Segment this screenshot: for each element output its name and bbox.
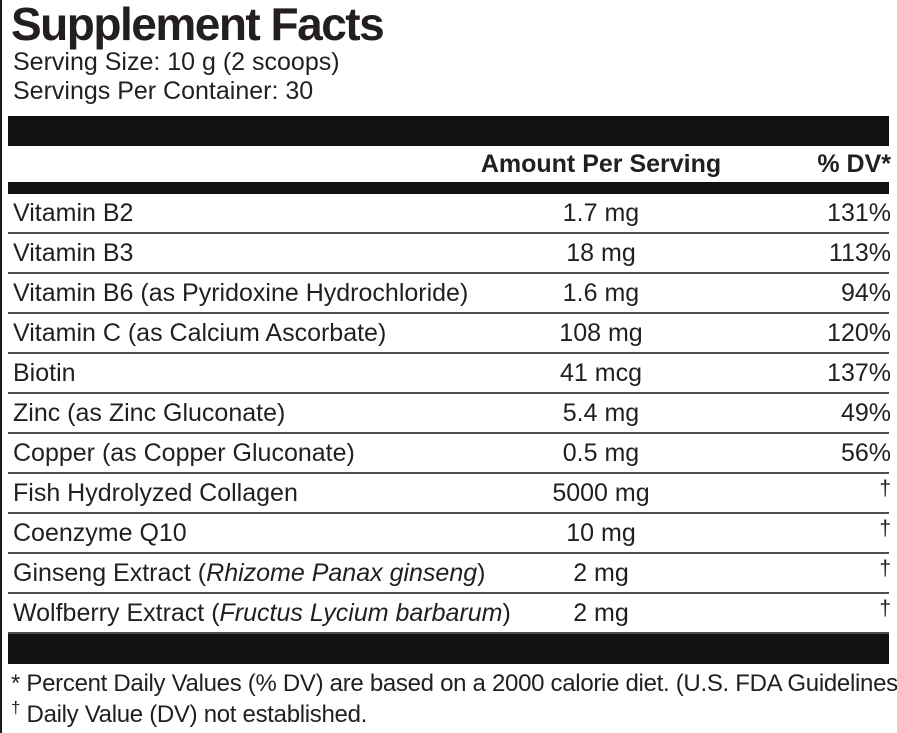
table-header-row: Amount Per Serving % DV* bbox=[8, 146, 891, 182]
ingredient-dv: 56% bbox=[840, 438, 891, 467]
ingredient-amount: 5000 mg bbox=[552, 478, 650, 507]
ingredient-name: Biotin bbox=[8, 359, 461, 388]
table-row: Wolfberry Extract (Fructus Lycium barbar… bbox=[8, 594, 891, 634]
ingredient-amount: 1.6 mg bbox=[562, 278, 640, 307]
ingredient-amount: 0.5 mg bbox=[562, 438, 640, 467]
ingredient-dv: 137% bbox=[827, 358, 891, 387]
ingredient-dv-dagger: † bbox=[879, 517, 891, 540]
ingredient-amount: 10 mg bbox=[566, 518, 636, 547]
ingredient-name: Vitamin B3 bbox=[8, 239, 461, 268]
table-row: Vitamin B6 (as Pyridoxine Hydrochloride)… bbox=[8, 274, 891, 314]
ingredient-dv-dagger: † bbox=[879, 597, 891, 620]
panel-title: Supplement Facts bbox=[11, 0, 385, 50]
ingredient-name-text: Ginseng Extract ( bbox=[13, 558, 207, 587]
table-row: Biotin 41 mcg 137% bbox=[8, 354, 891, 394]
table-header-divider-bar bbox=[8, 182, 889, 194]
serving-size-text: Serving Size: 10 g (2 scoops) bbox=[13, 48, 340, 76]
ingredient-dv-dagger: † bbox=[879, 557, 891, 580]
header-amount-per-serving: Amount Per Serving bbox=[480, 149, 722, 178]
table-row: Vitamin B2 1.7 mg 131% bbox=[8, 194, 891, 234]
ingredient-name: Copper (as Copper Gluconate) bbox=[8, 439, 461, 468]
ingredient-name-text: Fish Hydrolyzed Collagen bbox=[13, 478, 298, 507]
facts-table: Amount Per Serving % DV* Vitamin B2 1.7 … bbox=[8, 116, 891, 664]
table-top-bar bbox=[8, 116, 889, 146]
ingredient-name-text: Vitamin B6 (as Pyridoxine Hydrochloride) bbox=[13, 278, 469, 307]
ingredient-dv: 94% bbox=[840, 278, 891, 307]
footnote-daily-value: † Daily Value (DV) not established. bbox=[11, 699, 889, 730]
ingredient-name-text: Vitamin B3 bbox=[13, 238, 134, 267]
ingredient-name-text: Zinc (as Zinc Gluconate) bbox=[13, 398, 286, 427]
footnote-marker-asterisk: * bbox=[11, 670, 21, 697]
table-row: Vitamin C (as Calcium Ascorbate) 108 mg … bbox=[8, 314, 891, 354]
footnotes: * Percent Daily Values (% DV) are based … bbox=[2, 664, 897, 730]
footnote-marker-dagger: † bbox=[11, 698, 21, 717]
ingredient-amount: 41 mcg bbox=[560, 358, 642, 387]
ingredient-amount: 18 mg bbox=[566, 238, 636, 267]
ingredient-name-botanical: Fructus Lycium barbarum bbox=[219, 598, 503, 627]
ingredient-name: Fish Hydrolyzed Collagen bbox=[8, 479, 461, 508]
table-row: Coenzyme Q10 10 mg † bbox=[8, 514, 891, 554]
ingredient-dv-dagger: † bbox=[879, 477, 891, 500]
footnote-text: Daily Value (DV) not established. bbox=[26, 701, 368, 728]
table-row: Copper (as Copper Gluconate) 0.5 mg 56% bbox=[8, 434, 891, 474]
ingredient-amount: 5.4 mg bbox=[562, 398, 640, 427]
ingredient-name: Ginseng Extract (Rhizome Panax ginseng) bbox=[8, 558, 485, 588]
ingredient-name-text: Vitamin C (as Calcium Ascorbate) bbox=[13, 318, 387, 347]
footnote-text: Percent Daily Values (% DV) are based on… bbox=[26, 670, 897, 697]
table-row: Ginseng Extract (Rhizome Panax ginseng) … bbox=[8, 554, 891, 594]
ingredient-name: Zinc (as Zinc Gluconate) bbox=[8, 399, 461, 428]
ingredient-amount: 1.7 mg bbox=[562, 198, 640, 227]
ingredient-name-suffix: ) bbox=[477, 558, 486, 587]
ingredient-amount: 2 mg bbox=[573, 598, 629, 627]
ingredient-name-botanical: Rhizome Panax ginseng bbox=[206, 558, 478, 587]
footnote-percent-dv: * Percent Daily Values (% DV) are based … bbox=[11, 668, 897, 699]
ingredient-dv: 49% bbox=[840, 398, 891, 427]
ingredient-dv: 113% bbox=[828, 238, 891, 267]
ingredient-name: Vitamin C (as Calcium Ascorbate) bbox=[8, 319, 461, 348]
ingredient-name-text: Wolfberry Extract ( bbox=[13, 598, 220, 627]
ingredient-dv: 131% bbox=[827, 198, 891, 227]
ingredient-name: Coenzyme Q10 bbox=[8, 519, 461, 548]
ingredient-name-text: Coenzyme Q10 bbox=[13, 518, 187, 547]
table-row: Fish Hydrolyzed Collagen 5000 mg † bbox=[8, 474, 891, 514]
ingredient-name-text: Copper (as Copper Gluconate) bbox=[13, 438, 355, 467]
ingredient-name: Wolfberry Extract (Fructus Lycium barbar… bbox=[8, 598, 511, 628]
ingredient-name-text: Biotin bbox=[13, 358, 76, 387]
header-percent-dv: % DV* bbox=[817, 149, 891, 178]
servings-per-container-text: Servings Per Container: 30 bbox=[13, 77, 314, 105]
ingredient-name-text: Vitamin B2 bbox=[13, 198, 134, 227]
ingredient-dv: 120% bbox=[827, 318, 891, 347]
ingredient-name-suffix: ) bbox=[502, 598, 511, 627]
ingredient-name: Vitamin B2 bbox=[8, 199, 461, 228]
ingredient-amount: 108 mg bbox=[559, 318, 643, 347]
ingredient-amount: 2 mg bbox=[573, 558, 629, 587]
ingredient-name: Vitamin B6 (as Pyridoxine Hydrochloride) bbox=[8, 279, 468, 308]
table-row: Zinc (as Zinc Gluconate) 5.4 mg 49% bbox=[8, 394, 891, 434]
table-row: Vitamin B3 18 mg 113% bbox=[8, 234, 891, 274]
table-bottom-bar bbox=[8, 634, 889, 664]
